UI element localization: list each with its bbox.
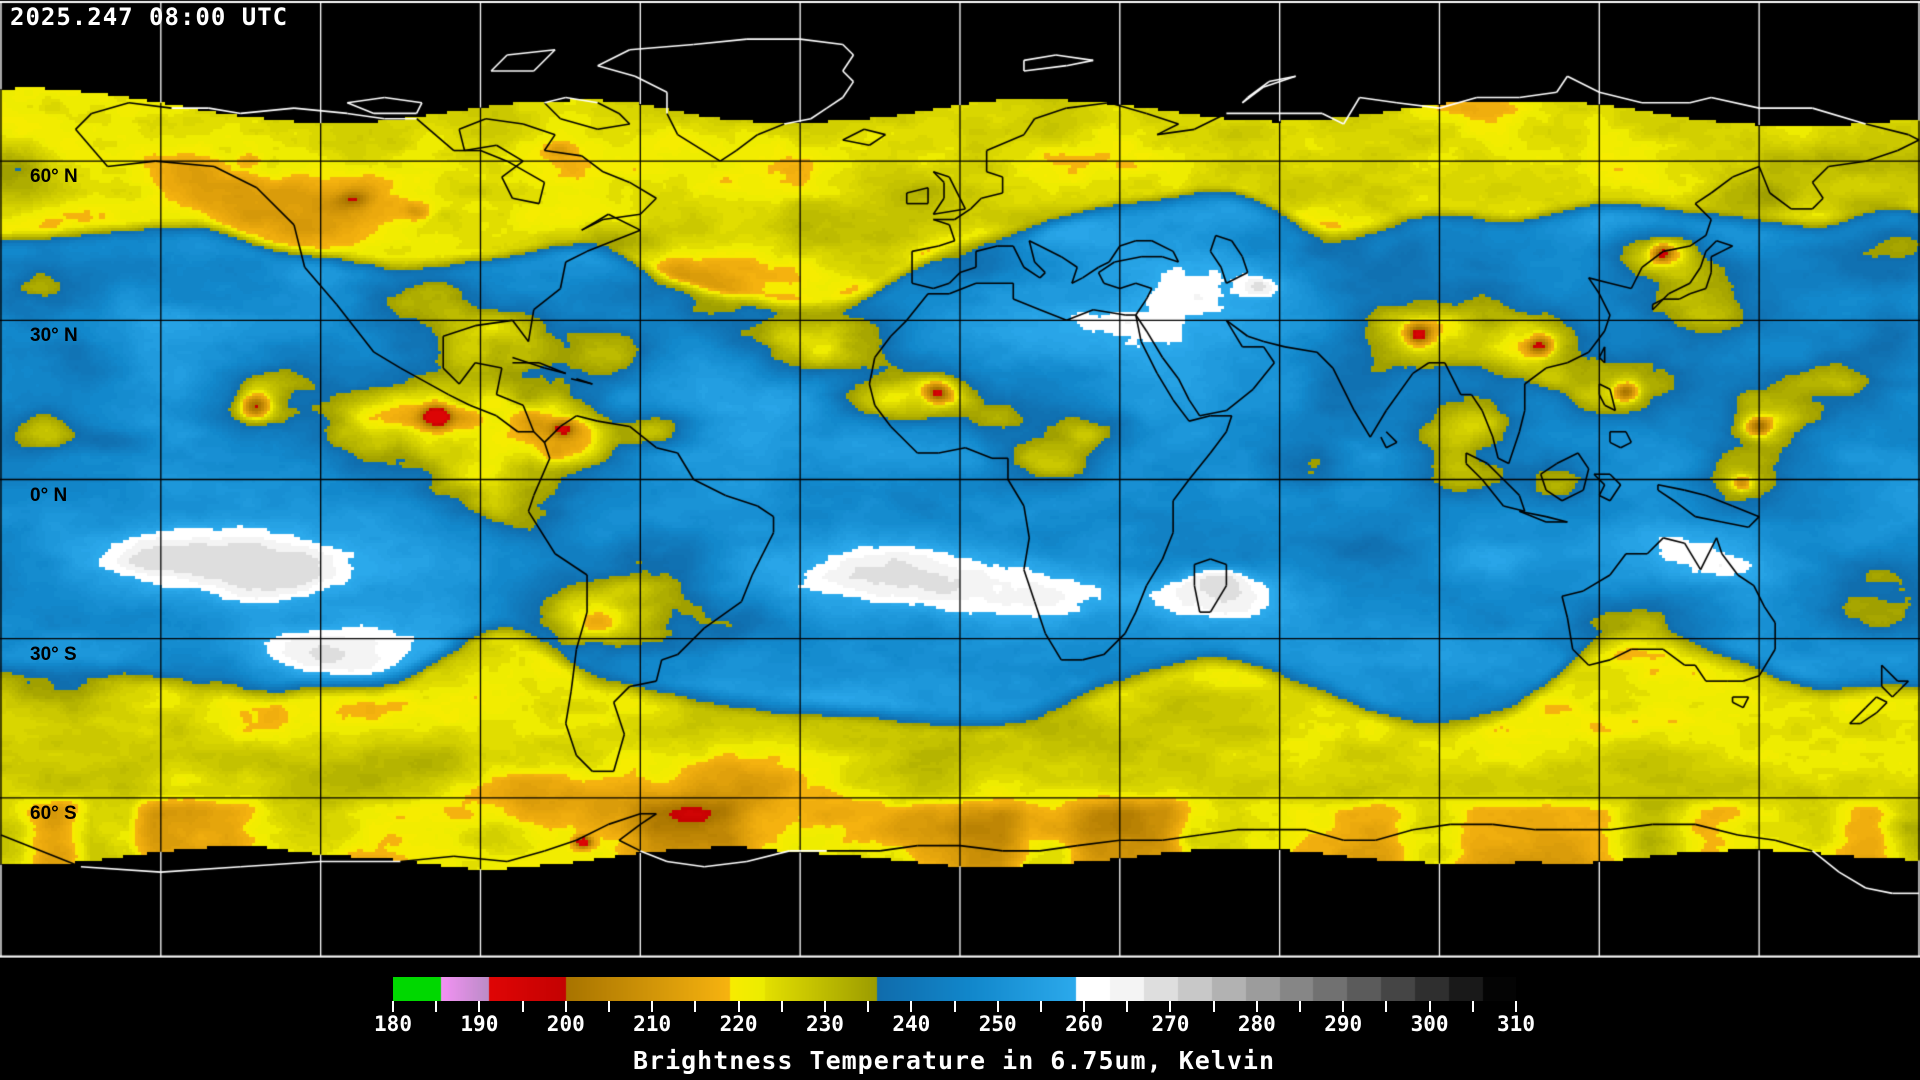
colorbar-tick xyxy=(1169,1001,1172,1012)
colorbar-tick xyxy=(953,1001,956,1012)
latitude-label: 30° S xyxy=(30,643,77,665)
colorbar-tick xyxy=(1428,1001,1431,1012)
colorbar-tick xyxy=(996,1001,999,1012)
colorbar-tick xyxy=(1515,1001,1517,1012)
colorbar-tick-label: 270 xyxy=(1151,1012,1190,1036)
colorbar-tick-label: 260 xyxy=(1065,1012,1104,1036)
colorbar-tick-label: 250 xyxy=(978,1012,1017,1036)
colorbar-tick-label: 290 xyxy=(1324,1012,1363,1036)
colorbar-tick xyxy=(1212,1001,1215,1012)
colorbar-tick-label: 200 xyxy=(546,1012,585,1036)
colorbar-tick xyxy=(1471,1001,1474,1012)
colorbar-tick xyxy=(910,1001,913,1012)
colorbar-tick xyxy=(1083,1001,1086,1012)
colorbar-tick-label: 220 xyxy=(719,1012,758,1036)
colorbar-tick-label: 180 xyxy=(374,1012,412,1036)
colorbar-tick-label: 300 xyxy=(1410,1012,1449,1036)
colorbar-tick-label: 310 xyxy=(1497,1012,1535,1036)
colorbar-tick xyxy=(607,1001,610,1012)
colorbar-tick xyxy=(1039,1001,1042,1012)
colorbar-tick xyxy=(1342,1001,1345,1012)
colorbar-tick xyxy=(521,1001,524,1012)
colorbar-tick-label: 280 xyxy=(1237,1012,1276,1036)
colorbar-tick xyxy=(737,1001,740,1012)
colorbar-tick xyxy=(392,1001,394,1012)
colorbar-tick xyxy=(694,1001,697,1012)
timestamp-label: 2025.247 08:00 UTC xyxy=(10,3,289,31)
colorbar-tick xyxy=(780,1001,783,1012)
colorbar-tick xyxy=(1255,1001,1258,1012)
latitude-label: 60° N xyxy=(30,166,78,188)
colorbar-tick xyxy=(564,1001,567,1012)
colorbar-tick-label: 230 xyxy=(805,1012,844,1036)
latitude-label: 60° S xyxy=(30,802,77,824)
colorbar-tick-label: 240 xyxy=(892,1012,931,1036)
colorbar-tick xyxy=(823,1001,826,1012)
colorbar-tick xyxy=(478,1001,481,1012)
world-map-canvas xyxy=(0,0,1920,958)
colorbar-tick xyxy=(867,1001,870,1012)
colorbar-tick xyxy=(435,1001,438,1012)
colorbar-tick-label: 190 xyxy=(460,1012,499,1036)
colorbar-gradient xyxy=(393,977,1516,1001)
latitude-label: 0° N xyxy=(30,484,68,506)
colorbar-tick xyxy=(1385,1001,1388,1012)
colorbar-tick xyxy=(651,1001,654,1012)
colorbar-title: Brightness Temperature in 6.75um, Kelvin xyxy=(632,1046,1276,1075)
colorbar-tick-label: 210 xyxy=(633,1012,672,1036)
colorbar-tick xyxy=(1126,1001,1129,1012)
latitude-label: 30° N xyxy=(30,325,78,347)
colorbar-tick xyxy=(1299,1001,1302,1012)
